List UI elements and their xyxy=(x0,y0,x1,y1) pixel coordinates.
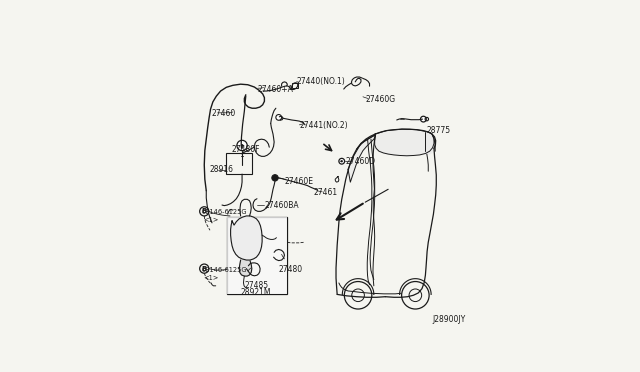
Text: 27460+A: 27460+A xyxy=(258,84,294,93)
Text: 27480F: 27480F xyxy=(232,145,260,154)
Text: 27460BA: 27460BA xyxy=(264,201,299,210)
Text: J28900JY: J28900JY xyxy=(433,315,466,324)
Circle shape xyxy=(237,140,247,151)
Text: 27460: 27460 xyxy=(211,109,236,118)
Text: B: B xyxy=(202,266,207,272)
Text: <1>: <1> xyxy=(204,217,219,223)
Circle shape xyxy=(241,144,243,147)
Polygon shape xyxy=(348,135,375,182)
Text: 08146-6125G: 08146-6125G xyxy=(202,209,247,215)
Text: 27460G: 27460G xyxy=(365,94,396,103)
Text: 27460E: 27460E xyxy=(284,177,314,186)
Circle shape xyxy=(339,158,344,164)
Circle shape xyxy=(276,115,282,120)
Polygon shape xyxy=(230,216,262,260)
Bar xyxy=(226,153,252,174)
Text: 27485: 27485 xyxy=(244,281,269,290)
Text: 27440(NO.1): 27440(NO.1) xyxy=(296,77,345,86)
Text: 28921M: 28921M xyxy=(241,288,271,298)
Circle shape xyxy=(420,116,426,122)
Polygon shape xyxy=(426,132,435,154)
Text: 28775: 28775 xyxy=(426,126,451,135)
Text: 27460D: 27460D xyxy=(345,157,375,166)
Circle shape xyxy=(340,160,343,162)
Text: 28916: 28916 xyxy=(209,165,233,174)
Polygon shape xyxy=(374,129,434,156)
Text: B: B xyxy=(202,208,207,214)
Bar xyxy=(227,217,287,294)
Text: 27480: 27480 xyxy=(279,265,303,274)
Text: 08146-6125G: 08146-6125G xyxy=(202,267,247,273)
Circle shape xyxy=(272,175,278,181)
Text: <1>: <1> xyxy=(204,275,219,281)
Text: 27461: 27461 xyxy=(314,188,338,197)
Bar xyxy=(227,217,287,294)
Bar xyxy=(292,83,298,87)
Text: 27441(NO.2): 27441(NO.2) xyxy=(300,121,348,130)
Polygon shape xyxy=(239,260,252,276)
